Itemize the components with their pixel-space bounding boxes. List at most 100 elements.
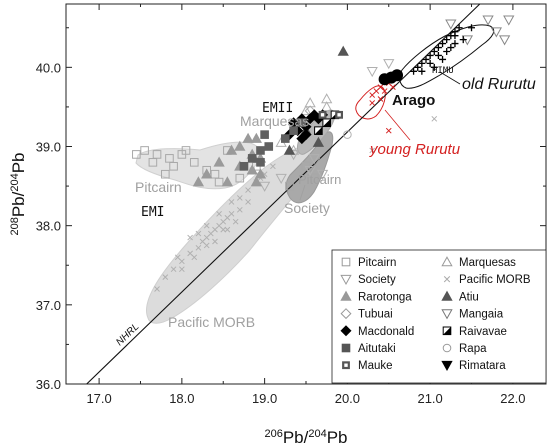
legend-label: Rarotonga (358, 291, 412, 303)
data-point (312, 136, 325, 147)
data-point (383, 59, 395, 70)
data-point (447, 44, 455, 52)
data-point (377, 96, 384, 102)
pitcairn-leader (309, 157, 321, 173)
data-point (385, 71, 398, 84)
series-pacific-morb (154, 115, 438, 292)
data-point (203, 222, 210, 229)
legend-label: Aitutaki (358, 343, 396, 355)
data-point (503, 15, 515, 26)
legend-label: Rimatara (459, 360, 506, 372)
axes-layer: 17.0 18.0 19.0 20.0 21.0 22.0 36.0 37.0 38.0 39.0… (9, 3, 547, 447)
data-point (220, 226, 227, 233)
data-point (250, 176, 262, 187)
x-tick-label: 20.0 (335, 391, 360, 406)
data-point (445, 19, 457, 30)
annotation-marquesas: Marquesas (240, 113, 309, 129)
data-point (430, 63, 438, 71)
legend-item-rarotonga: Rarotonga (340, 290, 412, 303)
legend-marker (341, 257, 351, 267)
data-point (179, 266, 185, 273)
data-point (236, 206, 243, 213)
y-tick-label: 40.0 (36, 60, 61, 75)
data-point (258, 181, 271, 192)
data-point (318, 110, 327, 119)
data-point (132, 150, 141, 159)
annotation-himu: HIMU (432, 66, 454, 76)
y-tick-label: 39.0 (36, 140, 61, 155)
annotation-emi: EMI (141, 205, 164, 220)
data-point (213, 156, 225, 167)
data-point (439, 40, 447, 48)
data-point (434, 51, 442, 59)
data-point (304, 165, 316, 177)
data-point (235, 173, 245, 183)
legend-item-rimatara: Rimatara (441, 360, 506, 372)
data-point (410, 67, 418, 75)
data-point (455, 24, 463, 32)
data-point (195, 230, 202, 237)
data-point (181, 146, 191, 155)
series-mauke (318, 110, 344, 119)
legend-label: Society (358, 274, 396, 286)
data-point (390, 84, 396, 90)
data-point (430, 48, 438, 55)
data-point (169, 161, 178, 171)
data-point (216, 210, 222, 217)
legend-marker (340, 274, 352, 286)
annotation-society: Society (284, 200, 330, 216)
data-point (431, 115, 438, 122)
y-axis-title: 208Pb/204Pb (9, 152, 28, 235)
data-point (418, 67, 426, 75)
data-point (287, 150, 300, 161)
data-point (225, 144, 238, 155)
data-point (174, 254, 181, 261)
annotation-old-rurutu: old Rurutu (462, 76, 536, 93)
data-point (161, 169, 170, 179)
annotations-layer: EMII Marquesas Pitcairn Pitcairn EMI Soc… (135, 66, 536, 330)
data-point (369, 147, 376, 154)
data-point (254, 168, 267, 179)
legend-marker (340, 325, 352, 337)
young-rurutu-leader (384, 109, 411, 141)
data-point (236, 195, 243, 201)
data-point (187, 234, 193, 241)
data-point (246, 164, 258, 175)
y-tick-label: 37.0 (36, 298, 61, 313)
data-point (418, 59, 426, 67)
legend-marker (441, 290, 453, 301)
data-point (300, 105, 312, 116)
data-point (140, 146, 149, 155)
legend-marker (342, 361, 350, 370)
data-point (343, 130, 352, 139)
legend-item-aitutaki: Aitutaki (341, 343, 396, 355)
data-point (369, 100, 376, 106)
data-point (443, 36, 451, 44)
data-point (468, 24, 476, 32)
legend-label: Mangaia (459, 309, 504, 321)
data-point (162, 274, 169, 280)
data-point (300, 129, 312, 141)
society-leader (299, 184, 306, 201)
legend-label: Marquesas (459, 257, 516, 269)
data-point (221, 176, 234, 187)
x-tick-label: 21.0 (417, 391, 442, 406)
data-point (264, 142, 274, 151)
data-point (451, 40, 459, 48)
data-point (337, 45, 349, 56)
legend-marker (340, 308, 352, 320)
legend-label: Pacific MORB (459, 274, 531, 286)
data-point (250, 132, 262, 143)
annotation-emii: EMII (262, 101, 293, 116)
old-rurutu-leader (439, 71, 461, 85)
data-point (426, 51, 434, 59)
legend-marker (443, 276, 451, 283)
data-point (381, 88, 388, 94)
legend-marker (441, 256, 453, 267)
series-arago (378, 69, 404, 86)
data-point (308, 154, 320, 165)
legend: Pitcairn Marquesas Society Pacific MORB Raro… (331, 249, 547, 384)
data-point (459, 36, 467, 44)
legend-item-marquesas: Marquesas (441, 256, 516, 269)
